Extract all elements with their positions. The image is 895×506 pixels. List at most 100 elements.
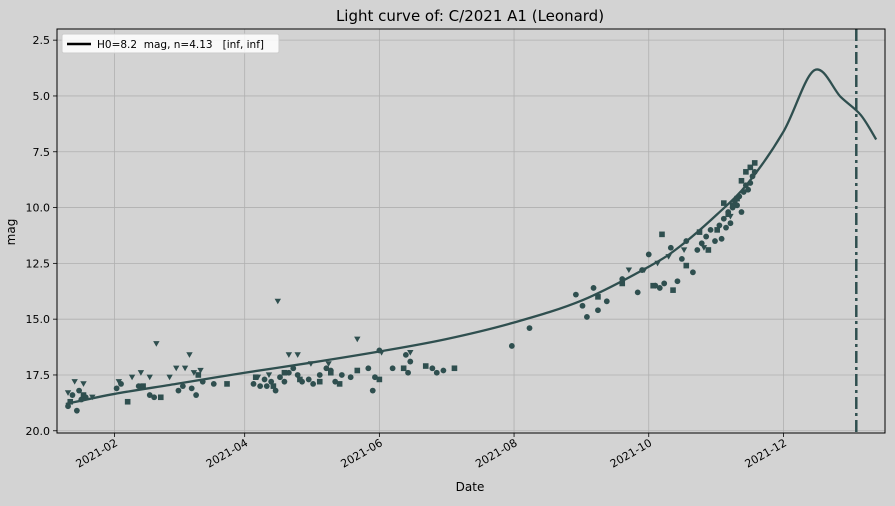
- data-point-circle: [347, 374, 354, 381]
- data-point-circle: [407, 358, 414, 365]
- data-point-triangle: [700, 245, 708, 251]
- data-point-circle: [690, 269, 696, 276]
- data-point-circle: [634, 289, 641, 296]
- data-point-square: [422, 363, 429, 369]
- data-point-circle: [584, 314, 590, 320]
- data-point-circle: [310, 380, 317, 387]
- data-point-triangle: [190, 370, 198, 376]
- data-point-square: [157, 394, 164, 401]
- x-tick-label: 2021-06: [339, 436, 385, 470]
- legend-entry: H0=8.2 mag, n=4.13 [inf, inf]: [97, 39, 264, 51]
- data-point-square: [721, 200, 727, 206]
- data-point-circle: [285, 369, 292, 376]
- data-point-circle: [572, 291, 579, 298]
- y-tick-label: 2.5: [33, 34, 51, 47]
- data-point-circle: [603, 298, 610, 305]
- data-point-triangle: [254, 374, 262, 381]
- data-point-circle: [365, 365, 372, 372]
- data-point-triangle: [197, 367, 204, 374]
- data-point-circle: [667, 244, 674, 251]
- y-tick-label: 7.5: [33, 146, 51, 159]
- data-point-circle: [508, 343, 515, 349]
- data-point-circle: [113, 385, 120, 392]
- data-point-triangle: [680, 247, 688, 253]
- data-point-square: [252, 374, 259, 380]
- data-point-circle: [305, 376, 312, 383]
- data-point-circle: [734, 202, 740, 209]
- data-point-square: [316, 378, 323, 385]
- axes: [53, 28, 886, 437]
- data-point-triangle: [285, 352, 293, 358]
- data-point-circle: [268, 378, 275, 385]
- y-tick-label: 5.0: [33, 90, 51, 103]
- data-point-square: [354, 367, 361, 374]
- data-point-square: [696, 229, 703, 235]
- data-point-square: [124, 398, 131, 405]
- data-point-circle: [389, 365, 396, 372]
- data-point-circle: [250, 380, 257, 387]
- data-point-triangle: [407, 350, 414, 356]
- data-point-circle: [277, 374, 283, 381]
- data-point-square: [327, 369, 334, 376]
- data-point-circle: [674, 278, 681, 285]
- data-point-circle: [332, 378, 339, 385]
- plot-background: [57, 29, 885, 433]
- data-point-triangle: [625, 267, 633, 274]
- data-point-circle: [179, 383, 186, 390]
- data-point-triangle: [173, 365, 180, 372]
- data-point-square: [195, 372, 202, 378]
- data-point-circle: [73, 407, 80, 414]
- data-point-square: [270, 383, 277, 389]
- data-point-square: [738, 177, 745, 184]
- data-point-triangle: [354, 336, 361, 343]
- data-point-circle: [290, 365, 297, 372]
- data-point-circle: [69, 392, 76, 398]
- data-point-circle: [590, 285, 597, 291]
- data-point-circle: [645, 251, 652, 258]
- data-point-circle: [678, 256, 685, 262]
- data-point-square: [650, 282, 656, 289]
- data-point-circle: [146, 392, 153, 398]
- data-point-square: [714, 227, 720, 233]
- data-point-circle: [727, 220, 734, 227]
- data-point-circle: [718, 235, 725, 242]
- data-point-circle: [712, 238, 718, 244]
- data-point-triangle: [727, 213, 734, 220]
- data-points: [64, 160, 758, 414]
- data-point-circle: [716, 222, 723, 229]
- data-point-square: [595, 294, 601, 300]
- x-tick-label: 2021-10: [608, 436, 654, 470]
- data-point-circle: [263, 383, 270, 390]
- data-point-circle: [661, 280, 668, 287]
- x-tick-label: 2021-02: [74, 436, 120, 470]
- data-point-square: [67, 398, 74, 405]
- data-point-circle: [745, 186, 752, 193]
- data-point-circle: [316, 372, 323, 378]
- data-point-circle: [188, 385, 195, 392]
- data-point-circle: [210, 380, 217, 387]
- data-point-square: [451, 365, 458, 372]
- chart-title: Light curve of: C/2021 A1 (Leonard): [336, 7, 604, 25]
- data-point-circle: [703, 233, 710, 240]
- data-point-circle: [281, 378, 288, 385]
- data-point-circle: [369, 387, 376, 394]
- data-point-circle: [698, 240, 705, 247]
- plot-frame: [56, 28, 886, 434]
- data-point-circle: [135, 383, 142, 390]
- data-point-circle: [723, 224, 729, 231]
- data-point-square: [705, 247, 712, 253]
- data-point-square: [281, 369, 288, 376]
- data-point-circle: [738, 209, 745, 215]
- data-point-circle: [707, 226, 714, 233]
- data-point-triangle: [115, 379, 123, 385]
- data-point-triangle: [71, 379, 78, 385]
- data-point-triangle: [186, 352, 193, 358]
- data-point-square: [751, 160, 758, 166]
- data-point-circle: [526, 325, 533, 331]
- data-point-circle: [720, 215, 727, 222]
- data-point-triangle: [325, 361, 332, 367]
- model-curve: [65, 68, 878, 406]
- data-point-square: [400, 365, 407, 372]
- data-point-triangle: [265, 372, 273, 378]
